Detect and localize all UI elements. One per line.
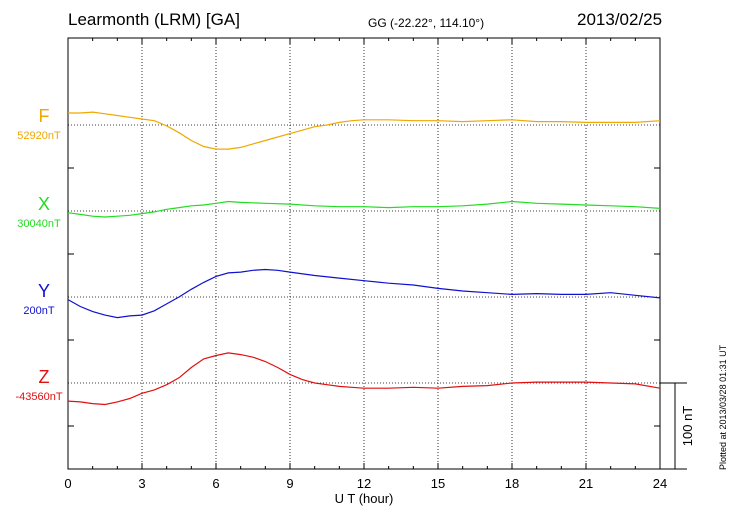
chart-date: 2013/02/25	[577, 10, 663, 29]
x-axis-label: U T (hour)	[335, 491, 394, 506]
station-coordinates: GG (-22.22°, 114.10°)	[368, 16, 485, 30]
series-label-z: Z	[38, 367, 50, 387]
series-line-z	[67, 352, 661, 406]
series-baseline-x: 30040nT	[17, 218, 61, 230]
x-tick-label: 6	[212, 476, 219, 491]
series-label-x: X	[37, 194, 50, 214]
series-baseline-z: -43560nT	[15, 391, 63, 403]
series-line-x	[67, 200, 661, 218]
x-tick-label: 3	[138, 476, 145, 491]
x-tick-label: 9	[286, 476, 293, 491]
series-label-y: Y	[37, 281, 50, 301]
x-tick-label: 12	[357, 476, 371, 491]
series-baseline-y: 200nT	[23, 305, 55, 317]
series-baseline-f: 52920nT	[17, 130, 61, 142]
x-tick-label: 24	[653, 476, 667, 491]
series-label-f: F	[38, 106, 50, 126]
scale-bar-label: 100 nT	[680, 406, 695, 447]
series-line-f	[68, 111, 661, 150]
series-line-y	[67, 268, 661, 319]
x-tick-label: 21	[579, 476, 593, 491]
x-tick-label: 15	[431, 476, 445, 491]
station-title: Learmonth (LRM) [GA]	[68, 10, 240, 29]
x-tick-label: 0	[64, 476, 71, 491]
x-tick-label: 18	[505, 476, 519, 491]
